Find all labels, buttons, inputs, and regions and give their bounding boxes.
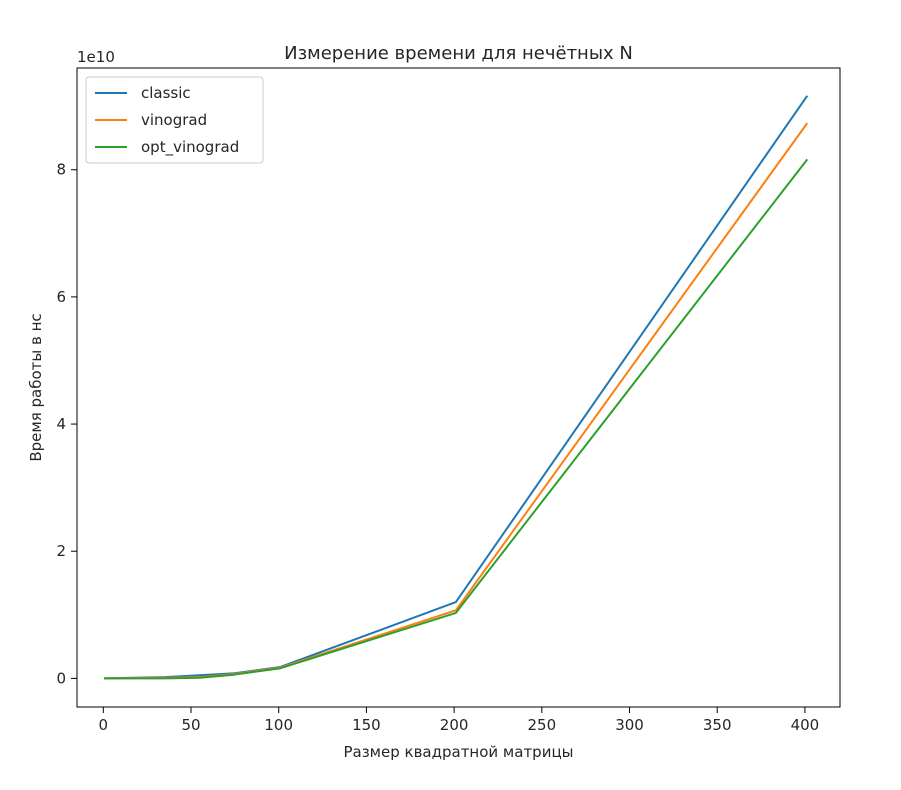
x-tick-label: 100	[264, 716, 293, 734]
legend-label-classic: classic	[141, 84, 191, 102]
x-axis: 0 50 100 150 200 250 300 350 400	[99, 707, 820, 734]
y-axis: 0 2 4 6 8	[56, 161, 77, 687]
x-tick-label: 0	[99, 716, 109, 734]
legend-label-vinograd: vinograd	[141, 111, 207, 129]
y-tick-label: 2	[56, 542, 66, 560]
x-tick-label: 200	[440, 716, 469, 734]
y-tick-label: 6	[56, 288, 66, 306]
series-line-opt_vinograd	[104, 158, 809, 680]
x-tick-label: 250	[527, 716, 556, 734]
y-axis-label: Время работы в нс	[27, 313, 45, 461]
y-tick-label: 0	[56, 669, 66, 687]
series-layer	[104, 95, 809, 680]
x-tick-label: 350	[703, 716, 732, 734]
x-tick-label: 150	[352, 716, 381, 734]
legend-label-opt_vinograd: opt_vinograd	[141, 138, 239, 157]
y-tick-label: 4	[56, 415, 66, 433]
x-axis-label: Размер квадратной матрицы	[343, 743, 573, 761]
x-tick-label: 400	[791, 716, 820, 734]
y-axis-offset-label: 1e10	[77, 48, 115, 66]
x-tick-label: 50	[181, 716, 200, 734]
legend: classic vinograd opt_vinograd	[85, 76, 264, 164]
plot-frame	[76, 67, 841, 708]
legend-box	[85, 76, 264, 164]
x-tick-label: 300	[615, 716, 644, 734]
y-tick-label: 8	[56, 161, 66, 179]
chart-title: Измерение времени для нечётных N	[284, 43, 633, 64]
